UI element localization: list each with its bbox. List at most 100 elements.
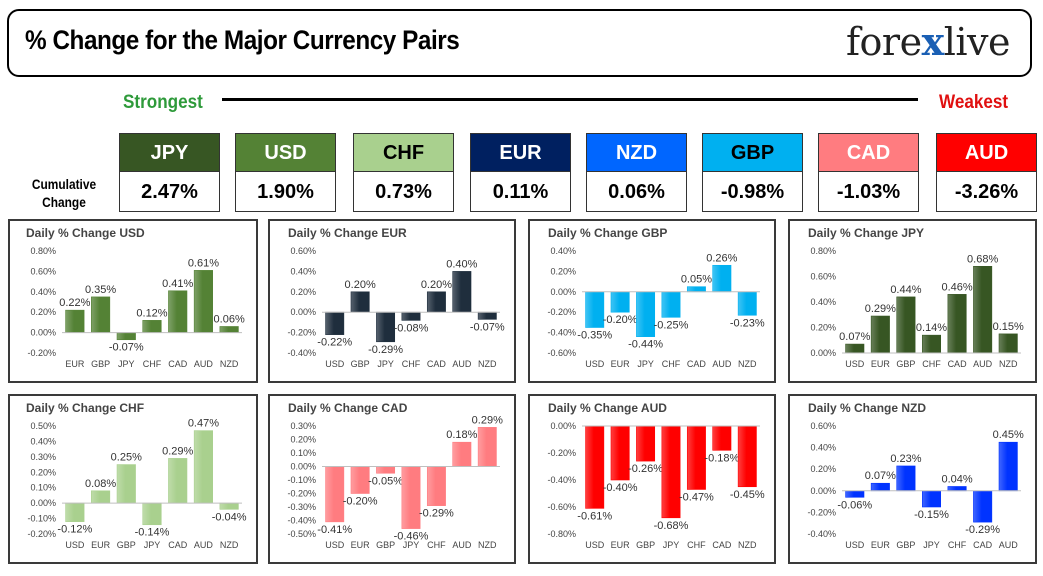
x-tick-label: CHF	[687, 540, 706, 550]
data-label: -0.14%	[135, 527, 170, 539]
x-tick-label: JPY	[377, 359, 394, 369]
header-banner: % Change for the Major Currency Pairs fo…	[7, 9, 1032, 77]
data-label: 0.45%	[993, 429, 1024, 441]
bar-nzd	[219, 326, 239, 333]
y-tick-label: -0.20%	[287, 328, 316, 338]
x-tick-label: NZD	[220, 540, 239, 550]
data-label: -0.20%	[343, 496, 378, 508]
bar-gbp	[896, 465, 916, 492]
bar-chart: 0.00% -0.20% -0.40% -0.60% -0.80%-0.61% USD -0…	[547, 421, 765, 550]
data-label: -0.41%	[317, 524, 352, 536]
bar-chart: 0.80% 0.60% 0.40% 0.20% 0.00% -0.20% 0.22% EUR 0…	[27, 246, 244, 369]
chart-title: Daily % Change CAD	[288, 401, 408, 415]
x-tick-label: CAD	[168, 540, 188, 550]
y-tick-label: 0.00%	[810, 348, 836, 358]
y-tick-label: 0.00%	[550, 287, 576, 297]
x-tick-label: CAD	[427, 359, 447, 369]
data-label: 0.22%	[59, 297, 90, 309]
bar-gbp	[636, 425, 656, 462]
bar-jpy	[142, 502, 162, 526]
y-tick-label: 0.60%	[290, 246, 316, 256]
bar-jpy	[921, 490, 942, 508]
x-tick-label: NZD	[738, 359, 757, 369]
data-label: -0.06%	[837, 499, 872, 511]
data-label: -0.29%	[419, 508, 454, 520]
y-tick-label: 0.80%	[810, 246, 836, 256]
logo-text-right: live	[943, 20, 1011, 64]
data-label: 0.15%	[993, 321, 1024, 333]
y-tick-label: 0.20%	[30, 307, 56, 317]
currency-name: AUD	[937, 134, 1036, 172]
data-label: -0.44%	[628, 339, 663, 351]
bar-gbp	[376, 466, 396, 474]
y-tick-label: 0.40%	[290, 266, 316, 276]
y-tick-label: -0.20%	[547, 448, 576, 458]
data-label: 0.46%	[941, 281, 972, 293]
data-label: 0.41%	[162, 278, 193, 290]
data-label: 0.14%	[916, 322, 947, 334]
x-tick-label: EUR	[871, 540, 891, 550]
forexlive-logo: forexlive	[846, 19, 1011, 64]
bar-chart: 0.50% 0.40% 0.30% 0.20% 0.10% 0.00% -0.10% -0.2…	[27, 418, 246, 550]
bar-gbp	[91, 296, 111, 333]
bar-chf	[947, 486, 967, 492]
chart-title: Daily % Change GBP	[548, 226, 668, 240]
bar-cad	[168, 290, 188, 333]
y-tick-label: 0.20%	[810, 464, 836, 474]
bar-cad	[426, 291, 446, 313]
x-tick-label: USD	[325, 359, 345, 369]
y-tick-label: 0.00%	[290, 462, 316, 472]
y-tick-label: 0.60%	[30, 266, 56, 276]
bar-jpy	[401, 466, 421, 529]
x-tick-label: JPY	[118, 359, 135, 369]
data-label: -0.22%	[317, 337, 352, 349]
x-tick-label: USD	[585, 540, 605, 550]
x-tick-label: EUR	[611, 540, 631, 550]
data-label: -0.18%	[704, 452, 739, 464]
y-tick-label: 0.20%	[550, 266, 576, 276]
x-tick-label: CHF	[922, 359, 941, 369]
data-label: 0.68%	[967, 253, 998, 265]
currency-name: CAD	[819, 134, 918, 172]
bar-usd	[585, 425, 605, 509]
bar-cad	[686, 286, 706, 293]
x-tick-label: GBP	[896, 540, 915, 550]
data-label: 0.04%	[941, 473, 972, 485]
data-label: 0.18%	[446, 429, 477, 441]
cumulative-value: 1.90%	[257, 181, 314, 203]
bar-usd	[845, 343, 865, 354]
y-tick-label: 0.00%	[30, 498, 56, 508]
bar-aud	[712, 264, 732, 293]
currency-name: JPY	[120, 134, 219, 172]
y-tick-label: 0.40%	[550, 246, 576, 256]
currency-box-chf: CHF 0.73%	[353, 133, 454, 212]
data-label: -0.05%	[368, 475, 403, 487]
data-label: 0.26%	[706, 252, 737, 264]
y-tick-label: 0.60%	[810, 272, 836, 282]
bar-nzd	[737, 291, 757, 316]
y-tick-label: 0.20%	[810, 323, 836, 333]
x-tick-label: CHF	[143, 359, 162, 369]
currency-box-usd: USD 1.90%	[235, 133, 336, 212]
y-tick-label: 0.60%	[810, 421, 836, 431]
data-label: -0.29%	[368, 344, 403, 356]
chart-title: Daily % Change AUD	[548, 401, 667, 415]
data-label: -0.45%	[730, 489, 765, 501]
x-tick-label: AUD	[712, 359, 732, 369]
data-label: -0.40%	[603, 482, 638, 494]
chart-panel-3: Daily % Change GBP 0.40% 0.20% 0.00% -0.20% -…	[528, 219, 776, 383]
bar-cad	[168, 458, 188, 504]
y-tick-label: 0.00%	[550, 421, 576, 431]
bar-chart: 0.30% 0.20% 0.10% 0.00% -0.10% -0.20% -0.30% -0…	[287, 414, 503, 550]
data-label: -0.20%	[603, 314, 638, 326]
bar-nzd	[477, 311, 497, 320]
bar-aud	[193, 430, 213, 504]
currency-box-gbp: GBP -0.98%	[702, 133, 803, 212]
data-label: 0.07%	[839, 331, 870, 343]
data-label: -0.07%	[109, 342, 144, 354]
y-tick-label: -0.20%	[27, 348, 56, 358]
y-tick-label: 0.20%	[290, 435, 316, 445]
x-tick-label: CHF	[427, 540, 446, 550]
cumulative-value: 0.73%	[375, 181, 432, 203]
cumulative-value: -0.98%	[720, 181, 785, 203]
